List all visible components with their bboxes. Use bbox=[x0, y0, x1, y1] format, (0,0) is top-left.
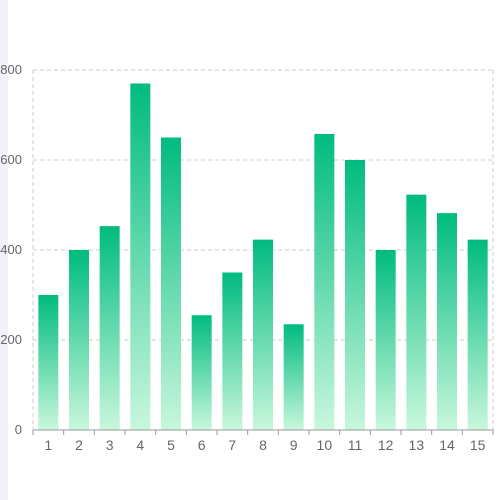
bar-6 bbox=[191, 315, 212, 430]
x-tick-label: 1 bbox=[44, 437, 52, 453]
x-tick-label: 8 bbox=[259, 437, 267, 453]
x-tick-label: 2 bbox=[75, 437, 83, 453]
axes bbox=[32, 429, 494, 435]
x-tick-label: 12 bbox=[378, 437, 394, 453]
x-tick-label: 9 bbox=[290, 437, 298, 453]
bar-7 bbox=[222, 272, 243, 430]
y-tick-label: 200 bbox=[0, 332, 22, 347]
bar-9 bbox=[283, 324, 304, 430]
x-tick-label: 6 bbox=[198, 437, 206, 453]
grid-lines bbox=[32, 69, 494, 430]
x-tick-label: 4 bbox=[136, 437, 144, 453]
x-tick-label: 11 bbox=[348, 437, 363, 453]
y-tick-label: 0 bbox=[15, 422, 22, 437]
bar-2 bbox=[69, 250, 89, 430]
bar-8 bbox=[253, 239, 273, 430]
bar-3 bbox=[99, 226, 120, 430]
y-tick-label: 400 bbox=[0, 242, 22, 257]
x-tick-label: 13 bbox=[409, 437, 425, 453]
x-tick-labels: 1 2 3 4 5 6 7 8 9 10 11 12 13 14 15 bbox=[44, 437, 485, 453]
left-edge-strip bbox=[0, 0, 8, 500]
x-tick-label: 10 bbox=[317, 437, 333, 453]
x-tick-label: 5 bbox=[167, 437, 175, 453]
bar-1 bbox=[38, 295, 59, 430]
bar-13 bbox=[406, 194, 427, 430]
bar-14 bbox=[437, 213, 457, 430]
bars bbox=[38, 83, 488, 430]
bar-10 bbox=[314, 133, 335, 430]
bar-11 bbox=[345, 160, 365, 430]
bar-15 bbox=[467, 239, 488, 430]
x-tick-label: 3 bbox=[106, 437, 114, 453]
bar-12 bbox=[375, 250, 396, 430]
bar-4 bbox=[130, 83, 151, 430]
bar-5 bbox=[161, 137, 181, 430]
y-tick-label: 800 bbox=[0, 62, 22, 77]
x-tick-label: 15 bbox=[470, 437, 486, 453]
y-tick-label: 600 bbox=[0, 152, 22, 167]
y-tick-labels: 0 200 400 600 800 bbox=[0, 62, 22, 437]
x-tick-label: 14 bbox=[439, 437, 455, 453]
x-tick-label: 7 bbox=[228, 437, 236, 453]
